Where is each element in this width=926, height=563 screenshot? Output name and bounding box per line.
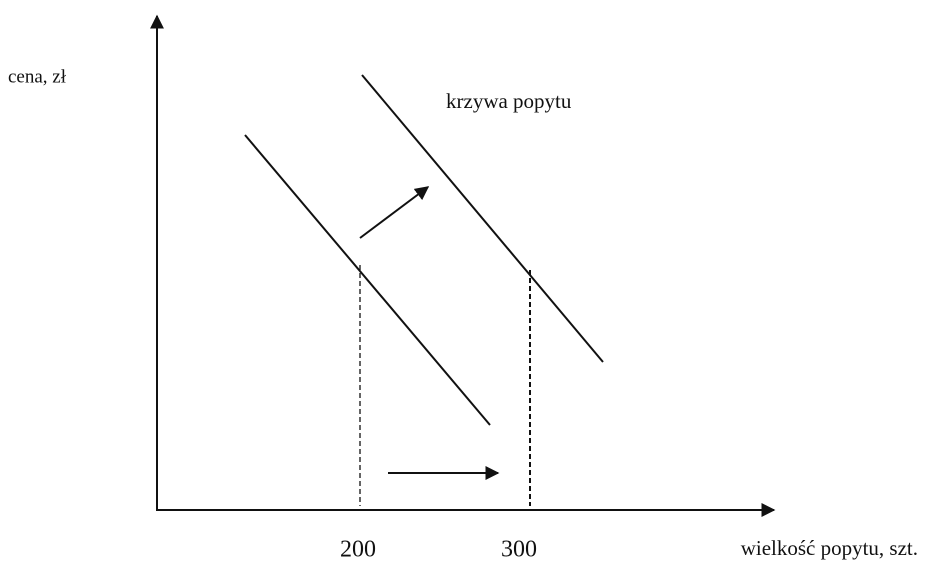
x-axis-label: wielkość popytu, szt. bbox=[741, 536, 918, 560]
x-mark: 200 bbox=[340, 537, 376, 563]
demand-curve-1 bbox=[244, 134, 491, 426]
demand-curve-2 bbox=[361, 74, 604, 363]
curve-label: krzywa popytu bbox=[446, 89, 572, 113]
y-axis-label: cena, zł bbox=[8, 66, 67, 87]
shift-arrow bbox=[359, 186, 430, 239]
x-mark: 300 bbox=[501, 537, 537, 563]
